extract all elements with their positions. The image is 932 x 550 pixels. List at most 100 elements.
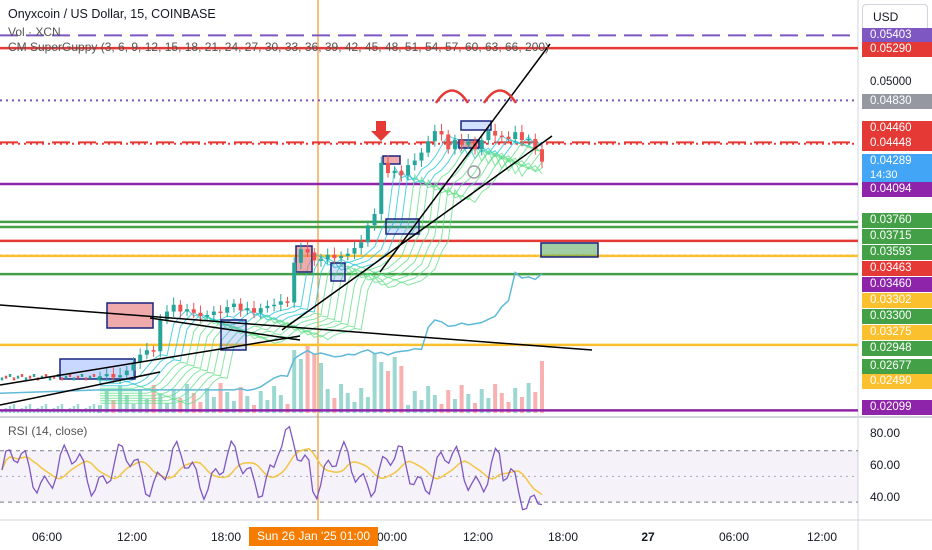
volume-bar xyxy=(493,384,498,413)
price-tag[interactable]: 0.03715 xyxy=(862,229,932,244)
price-tag[interactable]: 0.03593 xyxy=(862,245,932,260)
candle xyxy=(272,304,277,307)
volume-bar xyxy=(399,366,404,413)
volume-bar xyxy=(479,389,484,413)
volume-bar xyxy=(178,398,183,413)
candle xyxy=(339,255,344,259)
volume-bar xyxy=(292,350,297,413)
candle xyxy=(84,377,88,381)
price-tag[interactable]: 0.04289 xyxy=(862,154,932,169)
volume-bar xyxy=(211,397,216,413)
price-tag[interactable]: 0.04460 xyxy=(862,121,932,136)
candle xyxy=(80,373,84,377)
candle xyxy=(72,377,76,381)
price-tag[interactable]: 0.02099 xyxy=(862,400,932,415)
volume-bar xyxy=(278,395,283,413)
candle xyxy=(68,373,72,377)
candle xyxy=(252,308,257,313)
candle xyxy=(131,362,136,371)
candle xyxy=(332,254,337,259)
volume-bar xyxy=(131,404,136,413)
price-tag[interactable]: 0.03300 xyxy=(862,309,932,324)
candle xyxy=(459,140,464,145)
volume-bar xyxy=(499,393,504,413)
volume-bar xyxy=(533,392,538,413)
guppy-ema-line xyxy=(100,152,543,400)
price-tag[interactable]: 0.03460 xyxy=(862,277,932,292)
volume-bar xyxy=(238,387,243,413)
candle xyxy=(185,309,190,312)
volume-bar xyxy=(426,386,431,413)
candle xyxy=(238,303,243,311)
candle xyxy=(12,377,16,381)
rsi-legend[interactable]: RSI (14, close) xyxy=(8,424,88,438)
candle xyxy=(379,162,384,214)
candle xyxy=(439,131,444,135)
candle xyxy=(446,134,451,150)
candle xyxy=(432,131,437,142)
volume-bar xyxy=(319,363,323,413)
volume-bar xyxy=(12,404,16,413)
price-tag[interactable]: 0.03275 xyxy=(862,325,932,340)
candle xyxy=(426,141,431,153)
price-tag[interactable]: 0.04094 xyxy=(862,182,932,197)
volume-bar xyxy=(285,404,290,413)
price-tag[interactable]: 0.03302 xyxy=(862,293,932,308)
candle xyxy=(245,308,250,311)
price-tag[interactable]: 0.03463 xyxy=(862,261,932,276)
candle xyxy=(8,373,12,377)
ema-200-line xyxy=(0,271,543,395)
time-axis-label: 12:00 xyxy=(806,530,838,544)
candle xyxy=(540,149,544,162)
candle xyxy=(526,138,531,141)
volume-bar xyxy=(138,390,143,413)
volume-bar xyxy=(252,405,257,413)
volume-bar xyxy=(513,388,518,413)
candle xyxy=(198,312,203,317)
volume-bar xyxy=(432,395,437,413)
zone-rectangle xyxy=(330,262,346,282)
price-tag[interactable]: 0.02490 xyxy=(862,374,932,389)
volume-bar xyxy=(332,398,337,413)
volume-bar xyxy=(171,389,176,413)
price-tag[interactable]: 0.04830 xyxy=(862,94,932,109)
volume-bar xyxy=(412,391,417,413)
rsi-ma-line xyxy=(1,447,543,496)
candle xyxy=(118,375,123,378)
candle xyxy=(76,375,80,379)
symbol-title[interactable]: Onyxcoin / US Dollar, 15, COINBASE xyxy=(8,7,216,21)
candle xyxy=(20,373,24,377)
candle xyxy=(44,373,48,377)
candle xyxy=(16,375,20,379)
time-axis-label: 12:00 xyxy=(462,530,494,544)
time-axis-label: 27 xyxy=(641,530,655,544)
trend-line xyxy=(0,304,593,351)
candle xyxy=(191,309,196,313)
candle xyxy=(325,254,330,260)
candle xyxy=(499,135,504,138)
candle xyxy=(319,259,323,261)
candle xyxy=(365,225,370,243)
currency-button[interactable]: USD xyxy=(862,4,928,30)
superguppy-legend[interactable]: CM SuperGuppy (3, 6, 9, 12, 15, 18, 21, … xyxy=(8,40,550,54)
price-tag[interactable]: 0.04448 xyxy=(862,136,932,151)
rsi-line xyxy=(1,425,543,511)
volume-bar xyxy=(92,404,96,413)
price-tag[interactable]: 0.05290 xyxy=(862,42,932,57)
volume-bar xyxy=(519,397,524,413)
candle xyxy=(385,162,390,174)
volume-bar xyxy=(198,402,203,413)
price-tag[interactable]: 0.02948 xyxy=(862,341,932,356)
price-tag[interactable]: 0.03760 xyxy=(862,213,932,228)
candle xyxy=(96,377,100,381)
candle xyxy=(104,373,109,377)
price-tag[interactable]: 0.02677 xyxy=(862,359,932,374)
price-tag[interactable]: 0.05403 xyxy=(862,28,932,43)
volume-bar xyxy=(339,384,344,413)
candle xyxy=(48,377,52,381)
candle xyxy=(345,253,350,256)
candle xyxy=(312,252,317,261)
candle xyxy=(278,301,283,305)
volume-legend[interactable]: Vol · XCN xyxy=(8,25,61,39)
